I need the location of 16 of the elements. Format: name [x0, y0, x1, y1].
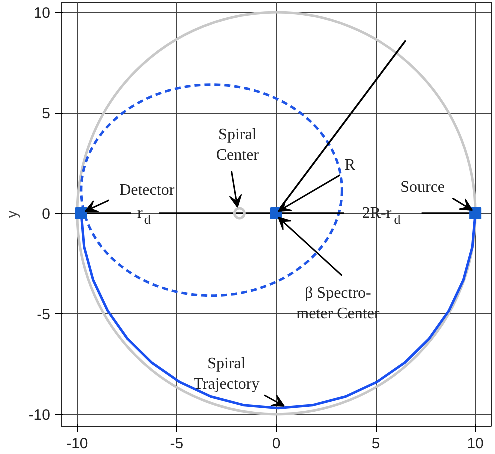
y-tick-label: 10: [34, 5, 51, 22]
x-tick-label: 10: [467, 436, 484, 452]
y-tick-label: -5: [37, 306, 51, 324]
x-tick-label: 0: [272, 436, 281, 452]
annotation: Spiral Trajectory: [194, 356, 260, 393]
x-tick-label: -10: [66, 436, 88, 452]
y-tick-label: -10: [28, 406, 51, 424]
annotation: Detector: [120, 182, 176, 199]
annotation: Source: [400, 178, 446, 196]
annotation: Spiral Center: [216, 126, 260, 164]
annotation: R: [344, 156, 356, 174]
x-tick-label: 5: [372, 436, 380, 452]
y-axis-title: y: [4, 210, 21, 218]
x-tick-label: -5: [170, 436, 184, 452]
y-tick-label: 0: [42, 206, 50, 223]
y-tick-label: 5: [42, 106, 50, 123]
